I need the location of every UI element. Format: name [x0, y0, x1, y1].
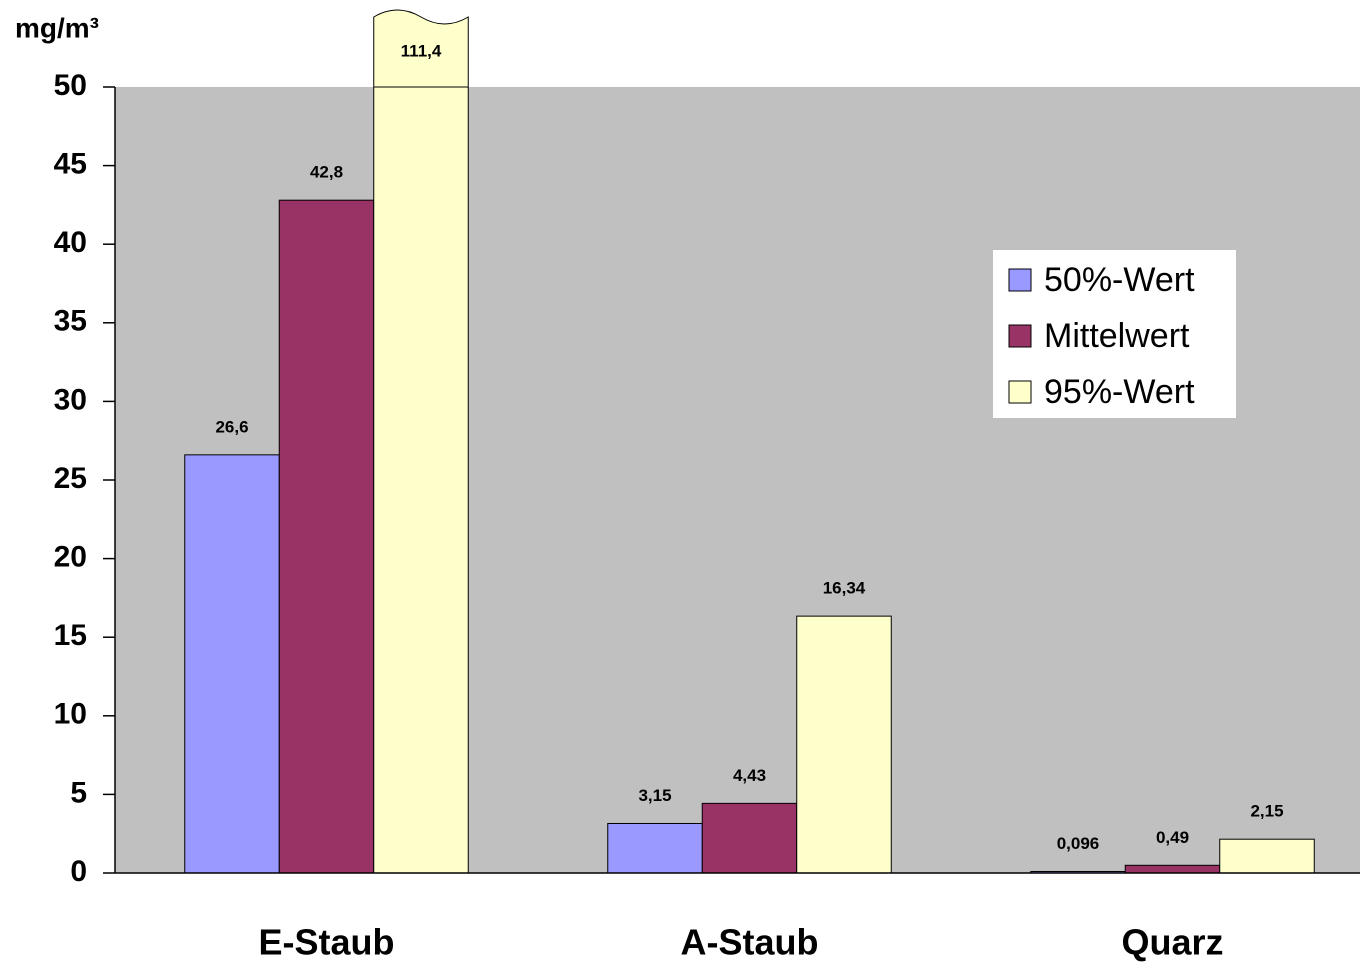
bar — [184, 454, 280, 874]
y-tick-label: 15 — [54, 619, 87, 652]
legend-label: 50%-Wert — [1044, 261, 1195, 299]
y-tick-label: 25 — [54, 462, 87, 495]
value-label: 0,096 — [1057, 834, 1100, 853]
y-axis-label: mg/m³ — [15, 12, 99, 43]
legend-swatch — [1008, 324, 1032, 348]
bar — [373, 9, 469, 874]
value-label: 2,15 — [1250, 802, 1283, 821]
bar — [1219, 838, 1315, 874]
value-label: 3,15 — [638, 786, 671, 805]
y-tick-label: 40 — [54, 226, 87, 259]
y-tick-label: 35 — [54, 305, 87, 338]
value-label: 42,8 — [310, 163, 343, 182]
value-label: 0,49 — [1156, 828, 1189, 847]
x-tick-label: Quarz — [1121, 922, 1223, 963]
legend-label: Mittelwert — [1044, 317, 1190, 355]
x-tick-label: E-Staub — [258, 922, 394, 963]
value-label: 26,6 — [215, 417, 248, 436]
bar — [607, 822, 703, 874]
value-label: 4,43 — [733, 766, 766, 785]
y-tick-label: 50 — [54, 69, 87, 102]
x-tick-label: A-Staub — [681, 922, 819, 963]
y-tick-label: 5 — [70, 776, 87, 809]
bar — [1124, 864, 1221, 874]
y-tick-label: 30 — [54, 383, 87, 416]
value-label: 111,4 — [401, 41, 442, 60]
bar — [278, 199, 375, 874]
y-tick-label: 45 — [54, 148, 87, 181]
y-tick-label: 10 — [54, 698, 87, 731]
bar — [701, 802, 798, 874]
y-tick-label: 0 — [70, 855, 87, 888]
legend-box — [993, 250, 1236, 418]
legend-swatch — [1008, 380, 1032, 404]
value-label: 16,34 — [823, 579, 866, 598]
legend-swatch — [1008, 268, 1032, 292]
bar — [796, 615, 892, 874]
legend-label: 95%-Wert — [1044, 373, 1195, 411]
y-tick-label: 20 — [54, 541, 87, 574]
